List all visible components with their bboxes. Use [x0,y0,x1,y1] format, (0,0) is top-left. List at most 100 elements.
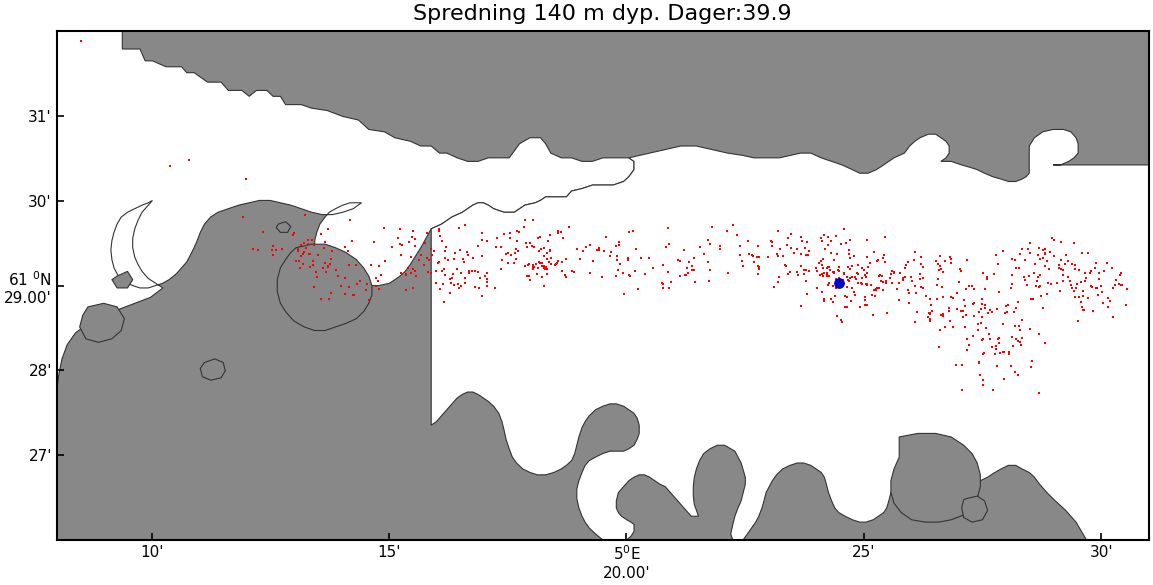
Point [341,215,360,225]
Point [933,283,951,292]
Point [850,260,868,269]
Point [1050,287,1069,296]
Point [549,257,567,266]
Point [548,258,566,267]
Point [956,301,974,311]
Point [856,292,874,302]
Point [392,250,410,260]
Point [1071,277,1090,287]
Point [838,263,857,272]
Point [1003,341,1022,350]
Point [609,266,627,275]
Point [678,264,696,273]
Point [778,269,797,278]
Point [523,216,542,225]
Point [824,267,843,277]
Point [1098,259,1116,268]
Point [723,221,741,230]
Point [921,309,940,319]
Point [1076,268,1094,277]
Point [397,270,415,279]
Point [619,255,638,264]
Point [973,349,992,359]
Point [517,239,535,248]
Point [1067,260,1085,270]
Point [821,266,839,275]
Point [419,267,437,277]
Point [839,249,858,259]
Point [593,272,611,281]
Point [1033,254,1052,263]
Point [574,246,593,256]
Point [1027,276,1046,285]
Point [1052,264,1070,274]
Point [1018,281,1037,290]
Point [1080,268,1099,277]
Point [731,250,749,260]
Point [929,259,948,269]
Point [541,246,559,256]
Point [812,234,830,243]
Point [710,241,729,250]
Point [1052,256,1070,265]
Point [858,279,876,288]
Point [1054,276,1072,285]
Point [321,295,339,304]
Point [1030,329,1048,339]
Point [658,223,677,232]
Point [339,246,357,255]
Point [985,385,1003,394]
Point [973,312,992,322]
Point [1001,283,1019,292]
Point [965,298,984,307]
Point [894,273,912,283]
Point [1058,273,1077,282]
Point [1011,325,1030,335]
Point [316,238,334,247]
Point [813,260,831,270]
Point [1016,275,1034,284]
Point [989,339,1008,348]
Point [442,278,460,287]
Point [745,257,763,267]
Point [894,276,912,285]
Point [451,246,469,255]
Point [920,316,939,326]
Point [974,268,993,277]
Point [319,225,338,234]
Point [852,273,871,283]
Point [1072,297,1091,307]
Point [994,319,1012,329]
Point [959,341,978,350]
Point [336,274,354,283]
Point [445,280,464,290]
Point [965,311,984,321]
Point [914,262,933,271]
Point [959,281,978,291]
Point [300,250,318,259]
Point [455,273,474,283]
Point [367,273,385,283]
Point [329,271,347,280]
Point [858,280,876,290]
Point [519,261,537,270]
Point [971,370,989,380]
Point [899,298,918,308]
Point [942,254,960,264]
Point [957,310,975,319]
Point [1092,281,1110,291]
Point [580,240,598,250]
Point [520,260,538,269]
Point [845,272,864,281]
Point [639,253,657,262]
Point [1009,336,1027,346]
Point [903,277,921,286]
Point [921,308,940,318]
Point [822,295,841,304]
Point [830,274,849,284]
Point [890,278,909,288]
Point [928,295,947,304]
Point [979,309,997,318]
Point [442,288,460,297]
Point [947,360,965,370]
